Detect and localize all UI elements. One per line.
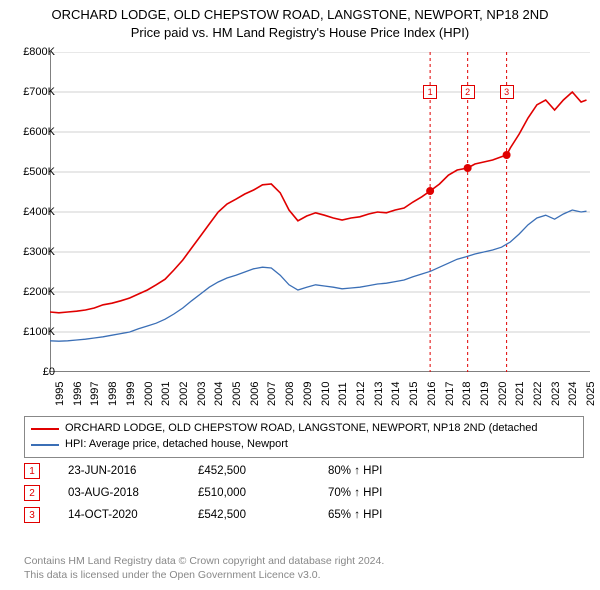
xtick-label: 2010 bbox=[320, 382, 332, 406]
xtick-label: 2018 bbox=[461, 382, 473, 406]
transaction-date: 23-JUN-2016 bbox=[68, 465, 198, 477]
transaction-row: 2 03-AUG-2018£510,00070% ↑ HPI bbox=[24, 482, 448, 504]
footer-line-1: Contains HM Land Registry data © Crown c… bbox=[24, 554, 384, 568]
xtick-label: 1995 bbox=[54, 382, 66, 406]
xtick-label: 2016 bbox=[426, 382, 438, 406]
xtick-label: 2019 bbox=[479, 382, 491, 406]
transaction-row: 1 23-JUN-2016£452,50080% ↑ HPI bbox=[24, 460, 448, 482]
legend-swatch bbox=[31, 444, 59, 446]
xtick-label: 2012 bbox=[355, 382, 367, 406]
transaction-badge: 3 bbox=[24, 507, 40, 523]
xtick-label: 2020 bbox=[497, 382, 509, 406]
xtick-label: 2015 bbox=[408, 382, 420, 406]
title-block: ORCHARD LODGE, OLD CHEPSTOW ROAD, LANGST… bbox=[0, 0, 600, 41]
xtick-label: 2024 bbox=[567, 382, 579, 406]
transaction-date: 14-OCT-2020 bbox=[68, 509, 198, 521]
chart-svg bbox=[50, 52, 590, 372]
ytick-label: £400K bbox=[5, 206, 55, 218]
transaction-pct: 65% ↑ HPI bbox=[328, 509, 448, 521]
xtick-label: 2021 bbox=[514, 382, 526, 406]
xtick-label: 2006 bbox=[249, 382, 261, 406]
legend-row: ORCHARD LODGE, OLD CHEPSTOW ROAD, LANGST… bbox=[31, 421, 577, 437]
xtick-label: 2005 bbox=[231, 382, 243, 406]
xtick-label: 2017 bbox=[444, 382, 456, 406]
xtick-label: 2007 bbox=[266, 382, 278, 406]
event-badge: 2 bbox=[461, 85, 475, 99]
xtick-label: 2013 bbox=[373, 382, 385, 406]
legend-label: ORCHARD LODGE, OLD CHEPSTOW ROAD, LANGST… bbox=[65, 421, 538, 437]
transaction-date: 03-AUG-2018 bbox=[68, 487, 198, 499]
xtick-label: 2003 bbox=[196, 382, 208, 406]
ytick-label: £800K bbox=[5, 46, 55, 58]
ytick-label: £0 bbox=[5, 366, 55, 378]
xtick-label: 2014 bbox=[390, 382, 402, 406]
transaction-badge: 1 bbox=[24, 463, 40, 479]
transaction-badge: 2 bbox=[24, 485, 40, 501]
ytick-label: £200K bbox=[5, 286, 55, 298]
ytick-label: £700K bbox=[5, 86, 55, 98]
xtick-label: 2025 bbox=[585, 382, 597, 406]
transaction-pct: 70% ↑ HPI bbox=[328, 487, 448, 499]
transaction-price: £542,500 bbox=[198, 509, 328, 521]
footer-line-2: This data is licensed under the Open Gov… bbox=[24, 568, 384, 582]
chart-area bbox=[50, 52, 590, 372]
title-line-1: ORCHARD LODGE, OLD CHEPSTOW ROAD, LANGST… bbox=[0, 6, 600, 24]
xtick-label: 1996 bbox=[72, 382, 84, 406]
transaction-row: 3 14-OCT-2020£542,50065% ↑ HPI bbox=[24, 504, 448, 526]
ytick-label: £100K bbox=[5, 326, 55, 338]
transactions-table: 1 23-JUN-2016£452,50080% ↑ HPI 2 03-AUG-201… bbox=[24, 460, 448, 526]
xtick-label: 2000 bbox=[143, 382, 155, 406]
event-badge: 1 bbox=[423, 85, 437, 99]
xtick-label: 2022 bbox=[532, 382, 544, 406]
ytick-label: £300K bbox=[5, 246, 55, 258]
xtick-label: 1997 bbox=[89, 382, 101, 406]
xtick-label: 1999 bbox=[125, 382, 137, 406]
legend-row: HPI: Average price, detached house, Newp… bbox=[31, 437, 577, 453]
title-line-2: Price paid vs. HM Land Registry's House … bbox=[0, 24, 600, 42]
transaction-price: £510,000 bbox=[198, 487, 328, 499]
ytick-label: £500K bbox=[5, 166, 55, 178]
ytick-label: £600K bbox=[5, 126, 55, 138]
xtick-label: 2008 bbox=[284, 382, 296, 406]
footer: Contains HM Land Registry data © Crown c… bbox=[24, 554, 384, 582]
xtick-label: 2023 bbox=[550, 382, 562, 406]
xtick-label: 2004 bbox=[213, 382, 225, 406]
xtick-label: 2001 bbox=[160, 382, 172, 406]
chart-container: ORCHARD LODGE, OLD CHEPSTOW ROAD, LANGST… bbox=[0, 0, 600, 590]
transaction-price: £452,500 bbox=[198, 465, 328, 477]
xtick-label: 2009 bbox=[302, 382, 314, 406]
legend-label: HPI: Average price, detached house, Newp… bbox=[65, 437, 288, 453]
xtick-label: 2011 bbox=[337, 382, 349, 406]
transaction-pct: 80% ↑ HPI bbox=[328, 465, 448, 477]
legend-swatch bbox=[31, 428, 59, 430]
xtick-label: 2002 bbox=[178, 382, 190, 406]
event-badge: 3 bbox=[500, 85, 514, 99]
legend-box: ORCHARD LODGE, OLD CHEPSTOW ROAD, LANGST… bbox=[24, 416, 584, 458]
xtick-label: 1998 bbox=[107, 382, 119, 406]
